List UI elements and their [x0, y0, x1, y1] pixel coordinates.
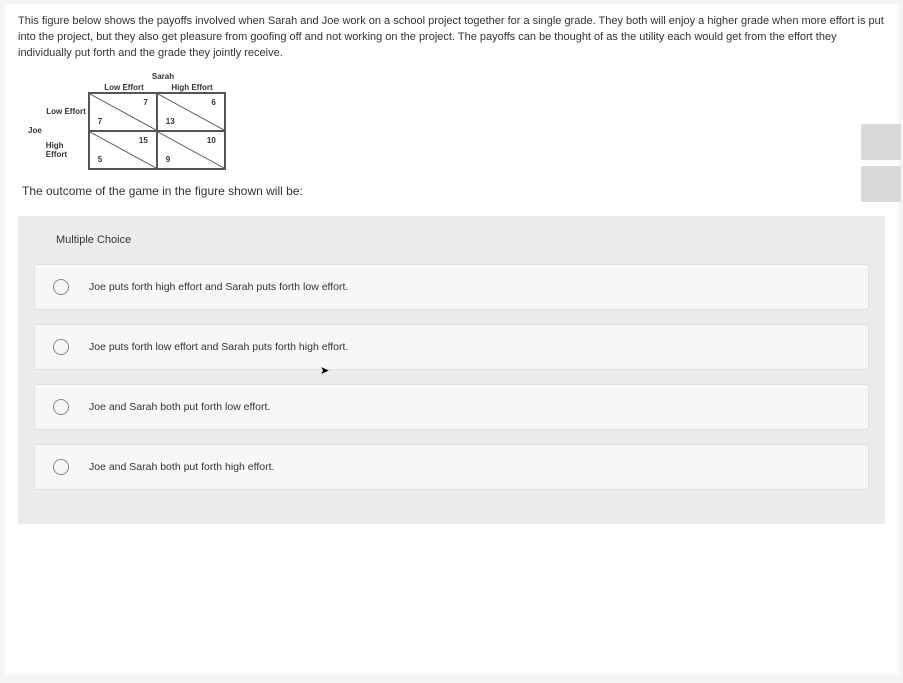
radio-icon[interactable] — [53, 339, 69, 355]
intro-text: This figure below shows the payoffs invo… — [18, 14, 885, 62]
choice-label: Joe and Sarah both put forth high effort… — [89, 461, 274, 473]
sarah-payoff: 7 — [143, 98, 147, 107]
joe-payoff: 9 — [166, 155, 170, 164]
choice-option-2[interactable]: Joe puts forth low effort and Sarah puts… — [34, 324, 869, 370]
col-player-label: Sarah — [138, 72, 188, 81]
col-header-high: High Effort — [158, 83, 226, 92]
side-block — [861, 124, 901, 160]
choice-label: Joe and Sarah both put forth low effort. — [89, 401, 270, 413]
question-page: This figure below shows the payoffs invo… — [4, 4, 899, 675]
cell-low-high: 6 13 — [157, 93, 225, 131]
choice-option-3[interactable]: Joe and Sarah both put forth low effort. — [34, 384, 869, 430]
cell-low-low: 7 7 — [89, 93, 157, 131]
choice-label: Joe puts forth high effort and Sarah put… — [89, 281, 348, 293]
choice-label: Joe puts forth low effort and Sarah puts… — [89, 341, 348, 353]
radio-icon[interactable] — [53, 399, 69, 415]
payoff-grid: 7 7 6 13 15 5 10 9 — [88, 92, 226, 170]
sarah-payoff: 6 — [211, 98, 215, 107]
multiple-choice-block: Multiple Choice Joe puts forth high effo… — [18, 216, 885, 524]
sarah-payoff: 15 — [139, 136, 148, 145]
side-block — [861, 166, 901, 202]
col-header-low: Low Effort — [90, 83, 158, 92]
side-artifact — [861, 124, 903, 208]
choice-option-4[interactable]: Joe and Sarah both put forth high effort… — [34, 444, 869, 490]
mc-heading: Multiple Choice — [56, 234, 869, 246]
joe-payoff: 5 — [98, 155, 102, 164]
row-headers: Low Effort High Effort — [46, 93, 88, 169]
row-header-low: Low Effort — [46, 93, 88, 131]
row-header-high: High Effort — [46, 131, 88, 169]
radio-icon[interactable] — [53, 459, 69, 475]
choice-option-1[interactable]: Joe puts forth high effort and Sarah put… — [34, 264, 869, 310]
cell-high-high: 10 9 — [157, 131, 225, 169]
joe-payoff: 7 — [98, 117, 102, 126]
cell-high-low: 15 5 — [89, 131, 157, 169]
radio-icon[interactable] — [53, 279, 69, 295]
col-headers: Low Effort High Effort — [90, 83, 885, 92]
outcome-prompt: The outcome of the game in the figure sh… — [22, 184, 885, 198]
sarah-payoff: 10 — [207, 136, 216, 145]
row-player-label: Joe — [28, 126, 42, 135]
joe-payoff: 13 — [166, 117, 175, 126]
payoff-matrix: Sarah Low Effort High Effort Joe Low Eff… — [28, 72, 885, 170]
